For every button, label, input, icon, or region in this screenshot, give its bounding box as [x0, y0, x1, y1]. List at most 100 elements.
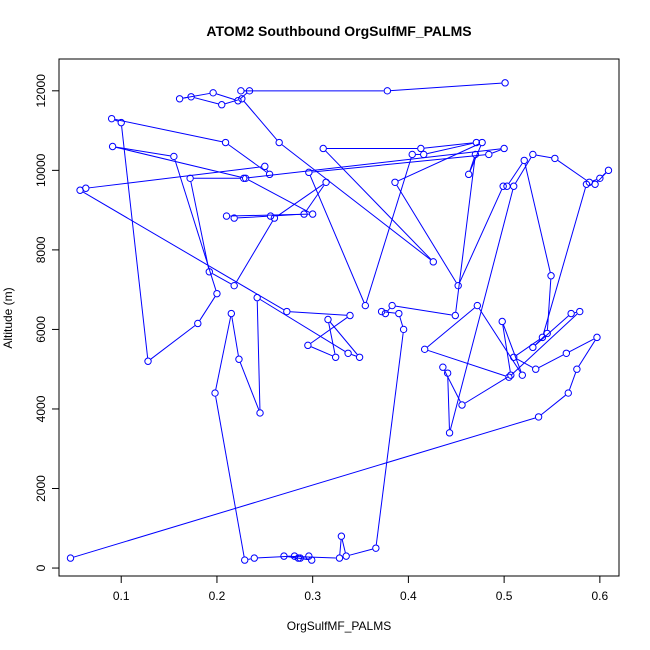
data-point: [454, 281, 462, 290]
data-point: [76, 186, 84, 194]
series-segment: [247, 148, 501, 179]
data-point: [564, 389, 572, 397]
data-point: [213, 289, 221, 298]
data-point: [187, 93, 195, 101]
data-point: [322, 178, 330, 186]
series-segment: [396, 185, 457, 283]
data-point: [377, 307, 386, 316]
data-point: [300, 210, 308, 218]
data-point: [230, 281, 238, 290]
data-point: [451, 311, 460, 320]
series-segment: [427, 142, 473, 155]
series-segment: [385, 311, 396, 314]
x-axis-label: OrgSulfMF_PALMS: [287, 619, 391, 633]
data-point: [562, 349, 571, 357]
series-segment: [248, 558, 251, 560]
series-segment: [478, 308, 521, 373]
series-segment: [569, 338, 595, 353]
data-point: [498, 317, 506, 326]
series-segment: [235, 220, 273, 283]
data-point: [551, 154, 559, 163]
data-point: [296, 554, 304, 562]
data-point: [458, 401, 466, 409]
series-segment: [305, 184, 325, 212]
data-point: [240, 174, 248, 183]
series-segment: [491, 149, 501, 154]
data-point: [211, 389, 219, 397]
y-tick-label: 10000: [34, 153, 48, 187]
data-point: [186, 174, 194, 183]
chart-title: ATOM2 Southbound OrgSulfMF_PALMS: [206, 23, 471, 39]
series-segment: [212, 273, 232, 285]
series-segment: [538, 354, 564, 368]
series-segment: [228, 144, 267, 173]
series-segment: [225, 99, 239, 105]
series-segment: [114, 119, 119, 122]
series-segment: [194, 97, 219, 105]
series-segment: [502, 324, 511, 372]
data-point: [532, 365, 540, 373]
series-segment: [82, 191, 284, 311]
data-point: [337, 532, 346, 540]
series-segment: [503, 324, 522, 372]
series-segment: [309, 175, 365, 303]
series-segment: [290, 311, 347, 316]
series-segment: [174, 159, 217, 291]
series-segment: [199, 296, 216, 321]
series-segment: [455, 157, 476, 313]
series-segment: [115, 146, 243, 178]
data-point: [324, 315, 332, 324]
y-tick-label: 0: [34, 564, 48, 571]
data-point: [529, 343, 537, 352]
data-point: [230, 214, 238, 222]
data-point: [245, 87, 254, 95]
data-point: [221, 138, 230, 147]
x-tick-label: 0.6: [592, 589, 609, 603]
data-point: [429, 258, 437, 266]
data-point: [538, 333, 547, 342]
data-point: [261, 162, 269, 171]
data-point: [529, 150, 537, 159]
data-point: [205, 268, 213, 276]
data-point: [593, 333, 601, 342]
data-point: [507, 371, 515, 379]
series-segment: [546, 279, 552, 330]
series-segment: [387, 308, 391, 312]
data-point: [335, 554, 344, 562]
series-segment: [536, 154, 552, 159]
data-point: [294, 554, 303, 562]
data-point: [237, 87, 245, 95]
data-point: [283, 307, 291, 316]
series-segment: [190, 181, 210, 269]
series-segment: [73, 417, 536, 558]
data-point: [420, 345, 429, 354]
data-point: [604, 166, 613, 175]
x-tick-label: 0.2: [209, 589, 226, 603]
data-point: [241, 174, 250, 183]
data-point: [266, 212, 275, 220]
series-segment: [427, 349, 506, 377]
series-segment: [150, 325, 196, 360]
y-axis: 0 2000 4000 6000 8000 10000 12000: [34, 74, 60, 571]
series-segment: [469, 145, 482, 172]
series-segment: [398, 143, 480, 182]
series-segment: [89, 166, 262, 189]
y-tick-label: 4000: [34, 395, 48, 422]
data-point: [439, 363, 447, 371]
data-point: [499, 182, 507, 190]
series-segment: [515, 157, 532, 184]
data-point: [170, 152, 178, 161]
data-point: [372, 544, 380, 552]
data-point: [383, 87, 392, 95]
series-segment: [449, 189, 514, 430]
data-point: [107, 114, 116, 123]
data-point: [305, 168, 313, 177]
series-segment: [444, 370, 461, 403]
data-point: [209, 89, 217, 97]
series-segment: [351, 353, 357, 357]
data-point: [547, 272, 555, 280]
series-segment: [328, 322, 336, 354]
data-point: [582, 180, 591, 188]
series-segment: [524, 163, 551, 273]
